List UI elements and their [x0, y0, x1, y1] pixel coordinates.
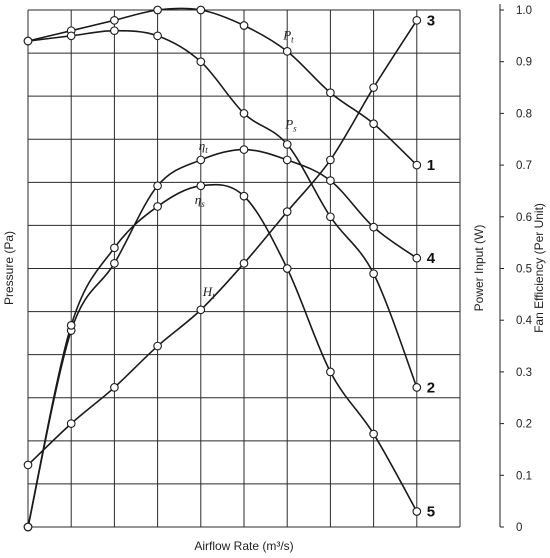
- series-number-label: 2: [427, 379, 435, 396]
- right-axis-tick-label: 0.9: [516, 57, 532, 69]
- series-line-Ps: [27, 29, 418, 388]
- data-point: [153, 202, 162, 211]
- y-axis-title-efficiency: Fan Efficiency (Per Unit): [532, 203, 546, 333]
- series-label: Pt: [282, 27, 294, 44]
- data-point: [23, 460, 33, 470]
- y-axis-title-power: Power Input (W): [472, 225, 486, 312]
- data-point: [196, 181, 206, 191]
- data-point: [282, 140, 292, 149]
- data-point: [239, 258, 249, 268]
- data-point: [66, 31, 76, 41]
- series-number-label: 1: [427, 157, 435, 174]
- series-label: ηt: [199, 138, 208, 155]
- data-point: [23, 522, 33, 532]
- data-point: [153, 5, 162, 15]
- x-axis-title: Airflow Rate (m³/s): [194, 539, 293, 553]
- right-axis-tick-label: 0: [516, 522, 522, 534]
- series-label: ηs: [195, 192, 205, 209]
- data-point: [23, 36, 33, 46]
- data-point: [369, 222, 378, 232]
- data-point: [412, 507, 422, 516]
- data-point: [412, 160, 422, 170]
- right-axis-tick-label: 1.0: [516, 5, 532, 17]
- data-point: [239, 109, 249, 118]
- data-point: [282, 207, 292, 216]
- right-axis: 1.0 0.9 0.8 0.7 0.6 0.5 0.4 0.3 0.2 0.1 0: [499, 4, 533, 534]
- right-axis-tick-label: 0.7: [516, 160, 532, 172]
- data-point: [326, 155, 335, 165]
- data-point: [153, 181, 162, 191]
- series-number-label: 4: [427, 250, 436, 267]
- data-point: [239, 145, 249, 154]
- data-point: [326, 212, 335, 222]
- data-point: [412, 253, 422, 263]
- data-point: [412, 15, 422, 25]
- right-axis-tick-label: 0.3: [516, 367, 532, 379]
- right-axis-tick-label: 0.6: [516, 212, 532, 224]
- data-point: [196, 155, 206, 165]
- data-point: [239, 191, 249, 201]
- markers: [23, 5, 422, 532]
- data-point: [412, 383, 422, 392]
- right-axis-tick-label: 0.2: [516, 419, 532, 431]
- data-point: [110, 15, 119, 25]
- data-point: [196, 57, 206, 67]
- data-point: [110, 258, 119, 268]
- data-point: [282, 155, 292, 165]
- data-point: [282, 47, 292, 56]
- data-point: [110, 383, 119, 392]
- data-point: [369, 429, 378, 439]
- series-number-label: 3: [427, 12, 435, 29]
- data-point: [239, 21, 249, 30]
- data-point: [66, 321, 76, 330]
- data-point: [326, 88, 335, 98]
- data-point: [110, 26, 119, 36]
- data-point: [326, 367, 335, 377]
- data-point: [196, 305, 206, 315]
- data-point: [153, 341, 162, 351]
- right-axis-tick-label: 0.5: [516, 264, 532, 276]
- data-point: [326, 176, 335, 185]
- right-axis-tick-label: 0.1: [516, 470, 532, 482]
- data-point: [282, 264, 292, 273]
- right-axis-tick-label: 0.4: [516, 315, 533, 327]
- data-point: [369, 119, 378, 129]
- data-point: [110, 243, 119, 253]
- series-line-Ht: [27, 19, 418, 466]
- data-point: [66, 419, 76, 428]
- data-point: [196, 5, 206, 15]
- series-line-Pt: [27, 7, 418, 166]
- y-axis-title-left: Pressure (Pa): [2, 231, 16, 305]
- right-axis-tick-label: 0.8: [516, 108, 532, 120]
- data-point: [153, 31, 162, 41]
- series-number-label: 5: [427, 503, 435, 520]
- data-point: [369, 83, 378, 92]
- data-point: [369, 269, 378, 279]
- series-label: Ht: [202, 284, 215, 301]
